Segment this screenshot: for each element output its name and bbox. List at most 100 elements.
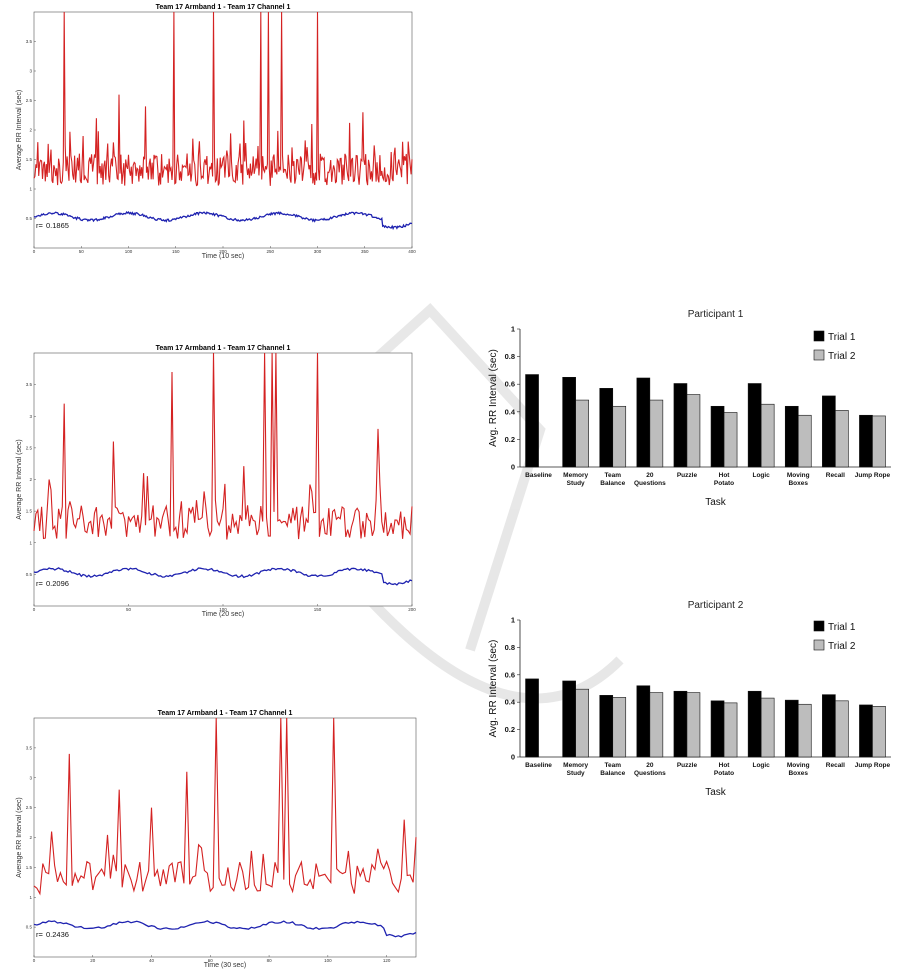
chart-title: Team 17 Armband 1 - Team 17 Channel 1 (156, 4, 291, 11)
category-label: Study (567, 480, 585, 487)
y-tick-label: 0.2 (505, 725, 515, 734)
x-axis-label: Task (705, 497, 727, 508)
x-tick-label: 0 (33, 958, 36, 963)
y-tick-label: 1 (29, 187, 32, 192)
x-tick-label: 120 (383, 958, 391, 963)
bar-1 (822, 694, 836, 758)
y-tick-label: 1.5 (26, 157, 33, 162)
category-label: Team (605, 472, 622, 479)
x-tick-label: 0 (33, 607, 36, 612)
series-line-red (33, 352, 413, 540)
category-label: Memory (563, 762, 588, 769)
bar-chart-1: Participant 1 0 0.2 0.4 0.6 0.8 1 Avg. RR Inter… (488, 309, 891, 508)
y-tick-label: 0.8 (505, 352, 515, 361)
bar-2 (612, 697, 627, 758)
chart-title: Team 17 Armband 1 - Team 17 Channel 1 (156, 345, 291, 352)
bar-1 (636, 685, 651, 758)
category-label: Puzzle (677, 762, 698, 769)
bar-1 (636, 377, 651, 468)
category-label: Potato (714, 770, 734, 777)
series-line-blue (33, 567, 413, 586)
y-tick-label: 0 (511, 463, 515, 472)
bar-2 (723, 412, 738, 468)
bar-2 (575, 688, 589, 758)
x-tick-label: 50 (79, 249, 85, 254)
category-label: Puzzle (677, 472, 698, 479)
y-tick-label: 2.5 (26, 445, 33, 450)
y-tick-label: 0.5 (26, 925, 33, 930)
line-chart-3: Team 17 Armband 1 - Team 17 Channel 1 Tim… (16, 710, 417, 969)
y-axis-label: Average RR Interval (sec) (16, 90, 23, 170)
correlation-label: r= (36, 930, 43, 939)
x-tick-label: 50 (126, 607, 132, 612)
bar-2 (612, 405, 627, 468)
category-label: Moving (787, 472, 810, 479)
bar-1 (673, 383, 688, 468)
y-tick-label: 1 (511, 325, 515, 334)
bar-2 (835, 700, 849, 758)
correlation-label: r= (36, 221, 43, 230)
x-axis-label: Time (30 sec) (204, 962, 247, 969)
y-axis-label: Average RR Interval (sec) (16, 439, 23, 519)
legend-swatch-1 (813, 330, 825, 342)
plot-frame (33, 352, 413, 607)
y-tick-label: 0.4 (505, 407, 516, 416)
y-tick-label: 0.8 (505, 643, 515, 652)
x-tick-label: 400 (408, 249, 416, 254)
y-tick-label: 3.5 (26, 745, 33, 750)
legend-label: Trial 1 (828, 622, 856, 633)
category-label: 20 (646, 762, 654, 769)
bar-2 (649, 399, 664, 468)
legend-label: Trial 1 (828, 332, 856, 343)
y-tick-label: 2 (29, 835, 32, 840)
category-label: Baseline (525, 762, 552, 769)
charts-layer: Team 17 Armband 1 - Team 17 Channel 1 Tim… (16, 4, 891, 969)
y-tick-label: 0.2 (505, 435, 515, 444)
bar-1 (784, 405, 799, 468)
category-label: Study (567, 770, 585, 777)
x-tick-label: 100 (324, 958, 332, 963)
series-line-red (33, 717, 417, 896)
series-line-blue (33, 920, 417, 938)
bar-2 (835, 410, 849, 468)
x-tick-label: 0 (33, 249, 36, 254)
bar-2 (723, 702, 738, 758)
y-tick-label: 1.5 (26, 865, 33, 870)
bar-1 (525, 678, 539, 758)
x-tick-label: 350 (361, 249, 369, 254)
x-tick-label: 150 (314, 607, 322, 612)
y-axis-label: Avg. RR Interval (sec) (488, 640, 499, 738)
category-label: Recall (826, 762, 845, 769)
y-tick-label: 0.5 (26, 216, 33, 221)
x-axis-label: Time (10 sec) (202, 253, 245, 260)
bar-1 (562, 376, 576, 468)
category-label: Questions (634, 770, 666, 777)
line-chart-2: Team 17 Armband 1 - Team 17 Channel 1 Tim… (16, 345, 416, 618)
category-label: Boxes (788, 770, 808, 777)
chart-title: Team 17 Armband 1 - Team 17 Channel 1 (158, 710, 293, 717)
correlation-value: 0.1865 (46, 221, 69, 230)
bar-2 (575, 399, 589, 468)
legend-swatch-2 (813, 349, 825, 361)
bar-1 (599, 388, 614, 468)
series-line-blue (34, 210, 413, 231)
category-label: Logic (752, 762, 770, 769)
y-tick-label: 1 (511, 616, 515, 625)
chart-title: Participant 1 (688, 309, 744, 320)
x-tick-label: 200 (219, 249, 227, 254)
category-label: Memory (563, 472, 588, 479)
category-label: Recall (826, 472, 845, 479)
bar-1 (673, 690, 688, 758)
bar-2 (872, 415, 886, 468)
y-tick-label: 0.5 (26, 572, 33, 577)
bar-2 (797, 703, 812, 758)
y-tick-label: 2 (29, 128, 32, 133)
y-tick-label: 1 (29, 540, 32, 545)
x-tick-label: 150 (172, 249, 180, 254)
x-tick-label: 60 (208, 958, 214, 963)
y-tick-label: 1 (29, 895, 32, 900)
y-axis-label: Avg. RR Interval (sec) (488, 349, 499, 447)
category-label: Jump Rope (855, 472, 891, 479)
x-tick-label: 100 (219, 607, 227, 612)
y-tick-label: 3.5 (26, 382, 33, 387)
